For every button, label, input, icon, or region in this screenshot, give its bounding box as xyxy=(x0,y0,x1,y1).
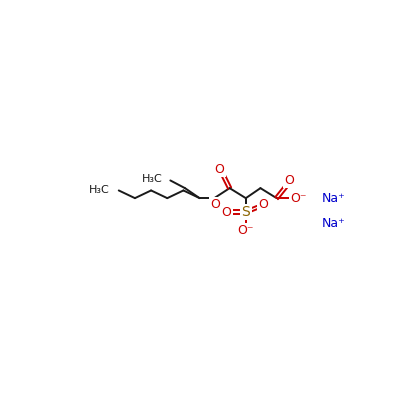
Text: Na⁺: Na⁺ xyxy=(322,217,346,230)
Text: O: O xyxy=(284,174,294,187)
Text: H₃C: H₃C xyxy=(89,186,110,196)
Text: S: S xyxy=(242,205,250,219)
Text: O: O xyxy=(215,163,224,176)
Text: H₃C: H₃C xyxy=(142,174,163,184)
Text: O: O xyxy=(222,206,232,218)
Text: O⁻: O⁻ xyxy=(238,224,254,237)
Text: O: O xyxy=(258,198,268,211)
Text: O: O xyxy=(210,198,220,211)
Text: O⁻: O⁻ xyxy=(290,192,306,205)
Text: Na⁺: Na⁺ xyxy=(322,192,346,205)
Text: S: S xyxy=(242,205,250,219)
